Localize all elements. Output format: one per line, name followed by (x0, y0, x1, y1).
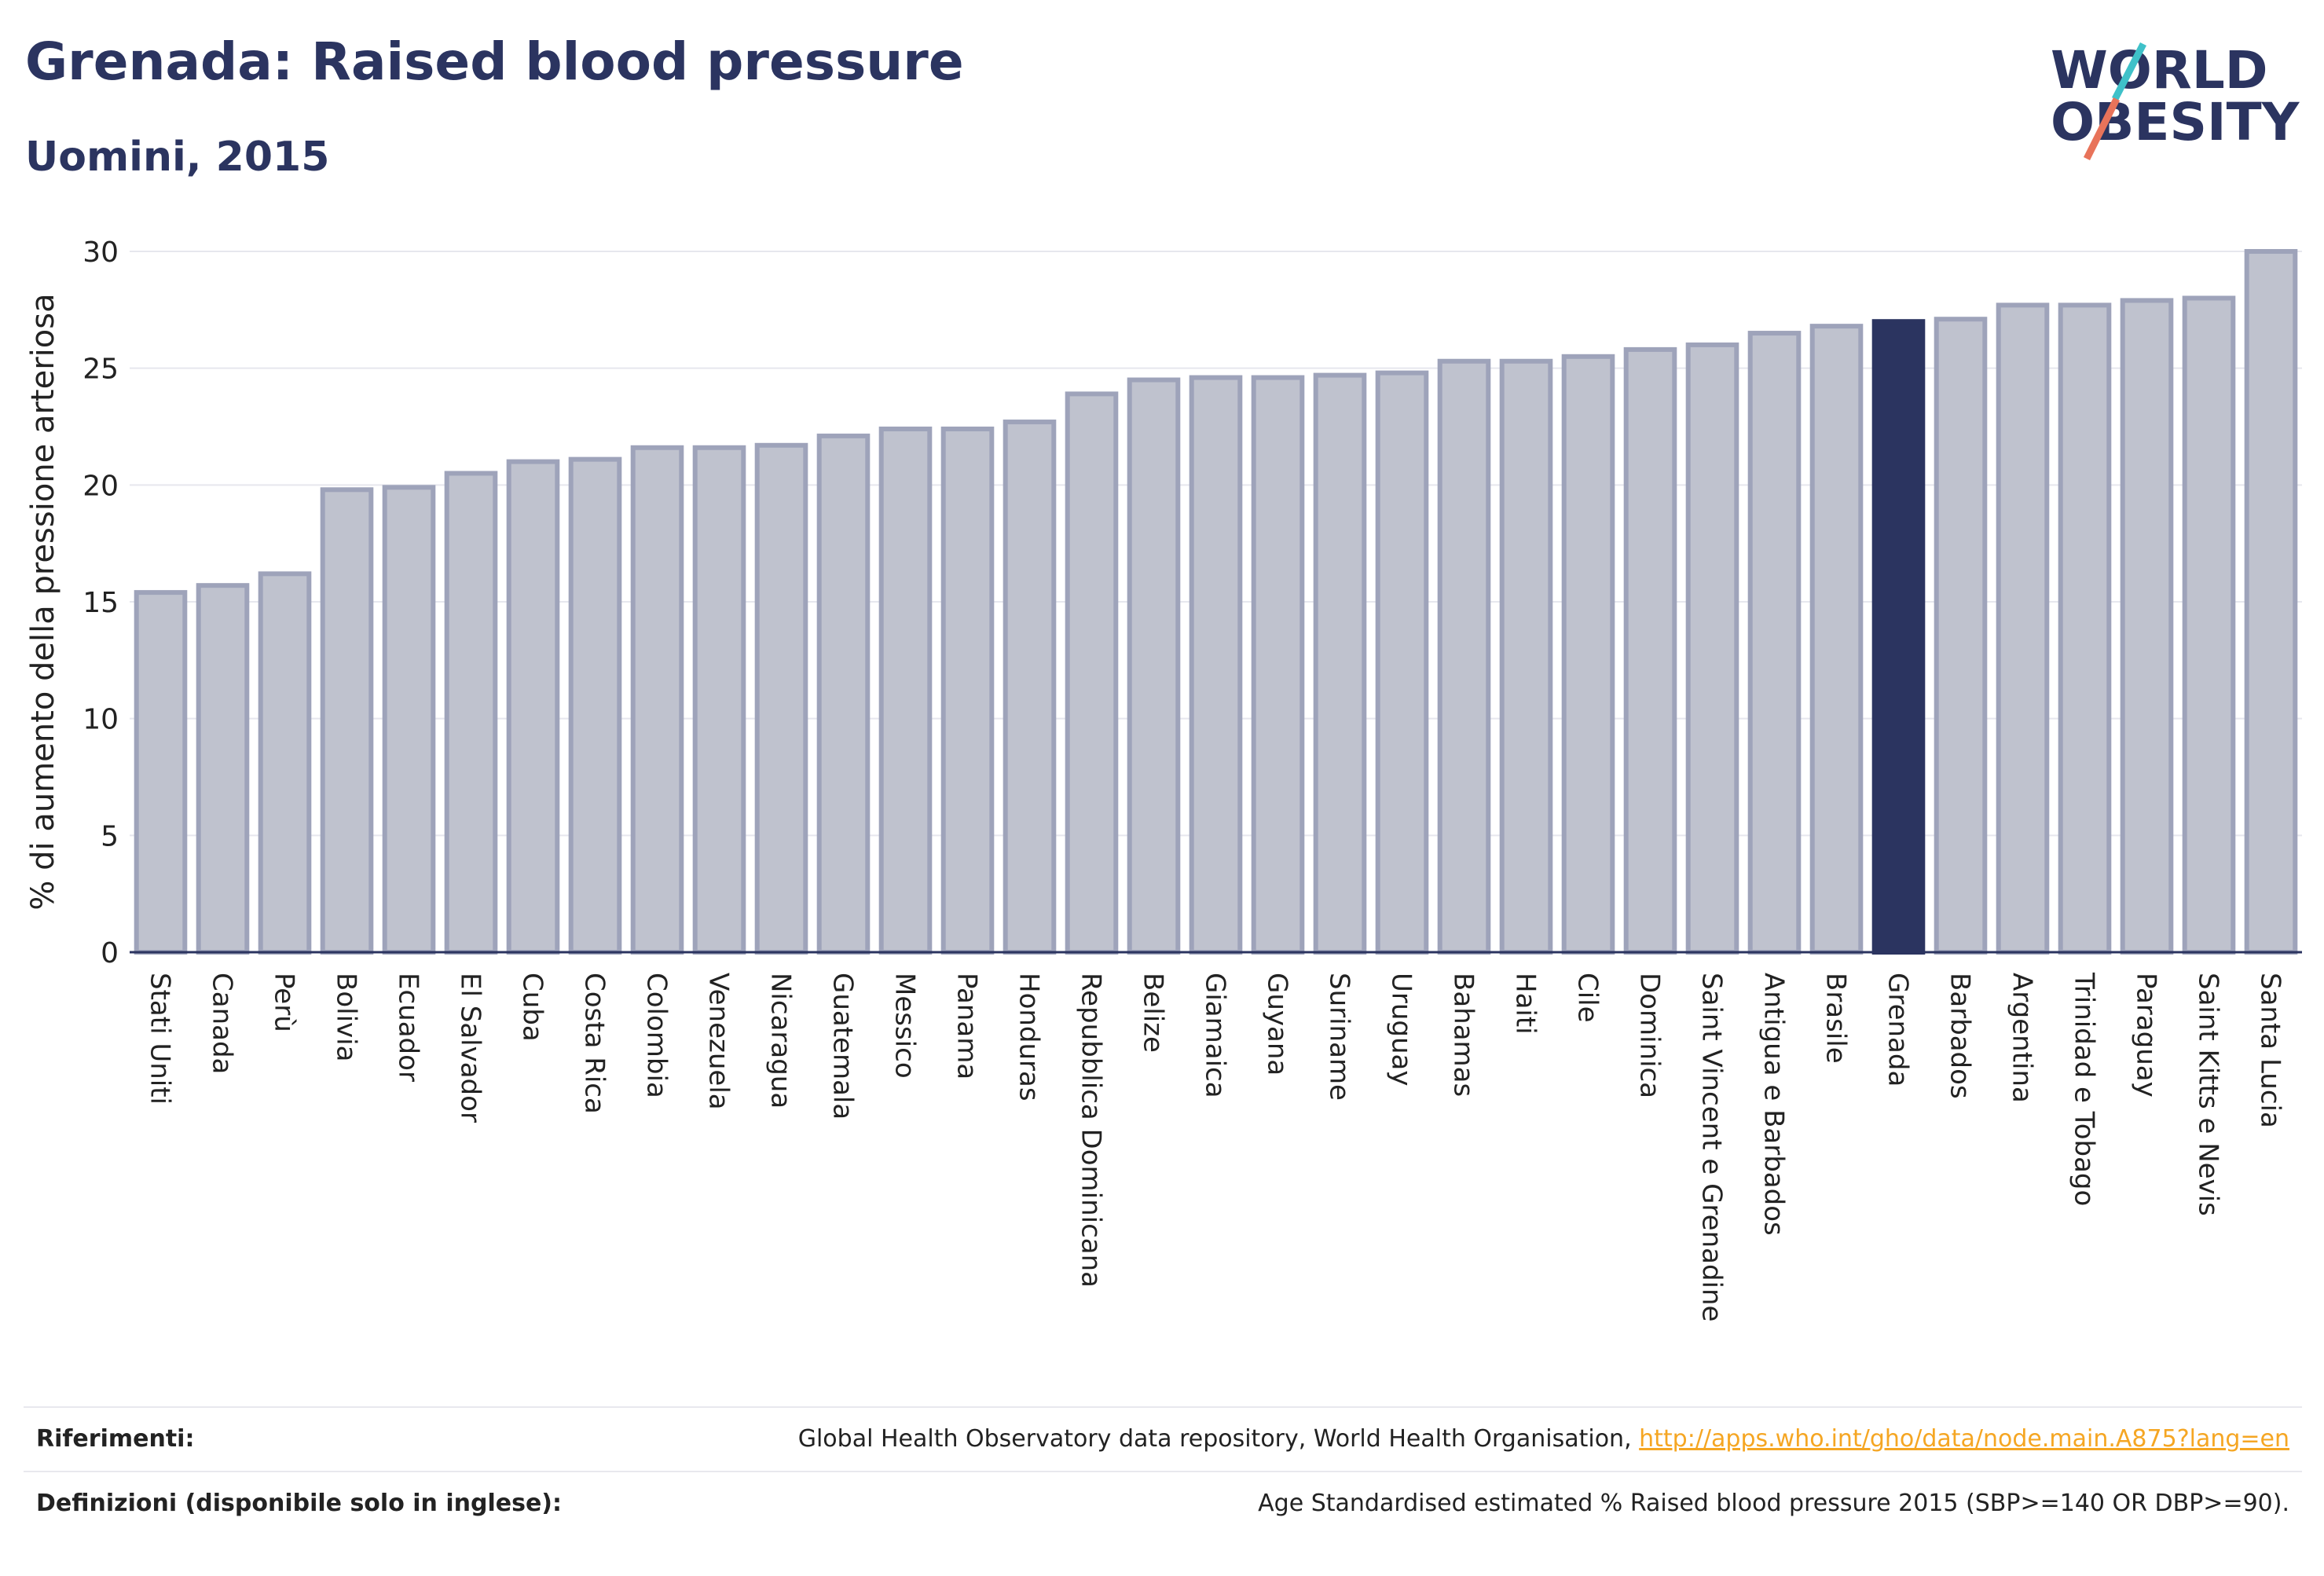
x-tick-label: Belize (1138, 973, 1169, 1053)
references-value: Global Health Observatory data repositor… (798, 1425, 2289, 1453)
x-tick-label: Paraguay (2131, 973, 2162, 1098)
y-axis-ticks: 0 5 10 15 20 25 30 (82, 236, 119, 969)
definitions-row: Definizioni (disponibile solo in inglese… (24, 1471, 2302, 1537)
bar-canada (196, 583, 250, 955)
world-obesity-logo: WORLD OBESITY (2051, 40, 2300, 161)
x-tick-label: Saint Vincent e Grenadine (1696, 973, 1728, 1321)
chart-title: Grenada: Raised blood pressure (25, 31, 964, 92)
x-tick-label: Antigua e Barbados (1758, 973, 1790, 1236)
bar-trinidad-e-tobago (2058, 302, 2112, 955)
y-tick-label: 10 (82, 704, 119, 736)
x-tick-label: Repubblica Dominicana (1076, 973, 1107, 1288)
bar-venezuela (692, 445, 746, 955)
x-tick-label: Venezuela (703, 973, 735, 1110)
bar-el-salvador (444, 471, 498, 955)
bar-honduras (1003, 420, 1057, 955)
bar-dominica (1623, 346, 1677, 955)
x-tick-label: Suriname (1324, 973, 1355, 1101)
bar-panama (940, 426, 995, 955)
x-tick-label: Messico (889, 973, 921, 1079)
references-label: Riferimenti: (36, 1425, 195, 1453)
bar-stati-uniti (134, 590, 188, 955)
bar-per- (258, 571, 312, 955)
bars (134, 249, 2298, 955)
x-tick-label: Costa Rica (579, 973, 610, 1114)
bar-colombia (630, 445, 684, 955)
bar-saint-kitts-e-nevis (2182, 295, 2236, 955)
x-tick-label: Honduras (1014, 973, 1045, 1101)
y-tick-label: 0 (101, 937, 119, 969)
x-tick-label: Santa Lucia (2255, 973, 2286, 1128)
bar-guatemala (816, 433, 871, 955)
x-tick-label: Uruguay (1386, 973, 1417, 1087)
bar-chart: 0 5 10 15 20 25 30 Stati Uniti Canada Perù Bolivi… (25, 236, 2302, 1321)
x-tick-label: Barbados (1945, 973, 1976, 1099)
bar-uruguay (1375, 370, 1429, 955)
y-tick-label: 15 (82, 587, 119, 619)
bar-bahamas (1437, 358, 1491, 955)
definitions-label: Definizioni (disponibile solo in inglese… (36, 1490, 562, 1517)
y-axis-label: % di aumento della pressione arteriosa (25, 293, 61, 910)
y-tick-label: 20 (82, 470, 119, 502)
bar-belize (1127, 377, 1181, 955)
x-tick-label: Stati Uniti (145, 973, 176, 1105)
bar-grenada (1871, 319, 1926, 955)
bar-cile (1561, 354, 1615, 955)
logo-line-1: WORLD (2051, 40, 2268, 101)
x-tick-label: Saint Kitts e Nevis (2193, 973, 2224, 1216)
bar-brasile (1809, 324, 1864, 955)
x-tick-label: Colombia (641, 973, 673, 1098)
x-tick-label: Panama (951, 973, 983, 1079)
chart-subtitle: Uomini, 2015 (25, 134, 330, 181)
x-tick-label: Bolivia (331, 973, 362, 1061)
x-tick-label: Haiti (1510, 973, 1541, 1035)
x-tick-label: Cuba (517, 973, 548, 1042)
x-tick-label: Perù (269, 973, 300, 1032)
x-tick-label: Argentina (2007, 973, 2038, 1103)
references-row: Riferimenti: Global Health Observatory d… (24, 1406, 2302, 1472)
bar-giamaica (1189, 375, 1243, 955)
definitions-text: Age Standardised estimated % Raised bloo… (1258, 1490, 2289, 1517)
x-tick-label: Ecuador (393, 973, 424, 1082)
bar-cuba (506, 459, 560, 955)
x-tick-label: Guatemala (827, 973, 859, 1120)
bar-barbados (1934, 317, 1988, 955)
bar-suriname (1313, 372, 1367, 955)
bar-bolivia (320, 487, 374, 955)
logo-slash-teal (2111, 42, 2147, 101)
x-tick-label: Trinidad e Tobago (2069, 972, 2100, 1206)
bar-guyana (1251, 375, 1305, 955)
bar-ecuador (382, 485, 436, 955)
y-tick-label: 25 (82, 354, 119, 386)
x-tick-label: Dominica (1634, 973, 1666, 1098)
bar-antigua-e-barbados (1747, 331, 1802, 955)
bar-messico (878, 426, 933, 955)
bar-nicaragua (754, 442, 808, 955)
y-tick-label: 5 (101, 820, 119, 852)
x-axis-labels: Stati Uniti Canada Perù Bolivia Ecuador El Sa… (145, 972, 2286, 1321)
x-tick-label: Grenada (1882, 973, 1914, 1087)
x-tick-label: Guyana (1262, 973, 1293, 1076)
logo-slash-coral (2083, 97, 2121, 161)
bar-argentina (1996, 302, 2050, 955)
x-tick-label: Cile (1572, 973, 1604, 1023)
references-link[interactable]: http://apps.who.int/gho/data/node.main.A… (1639, 1425, 2289, 1453)
x-tick-label: Giamaica (1200, 973, 1231, 1098)
x-tick-label: Nicaragua (765, 973, 797, 1109)
bar-haiti (1499, 358, 1553, 955)
x-tick-label: Canada (207, 973, 238, 1074)
bar-repubblica-dominicana (1065, 391, 1119, 955)
bar-saint-vincent-e-grenadine (1685, 342, 1739, 955)
x-tick-label: El Salvador (455, 973, 486, 1123)
bar-santa-lucia (2244, 249, 2298, 955)
bar-costa-rica (568, 456, 622, 955)
bar-paraguay (2120, 298, 2174, 955)
y-tick-label: 30 (82, 236, 119, 269)
x-tick-label: Brasile (1820, 973, 1852, 1064)
x-tick-label: Bahamas (1448, 973, 1479, 1097)
references-text: Global Health Observatory data repositor… (797, 1425, 1640, 1453)
